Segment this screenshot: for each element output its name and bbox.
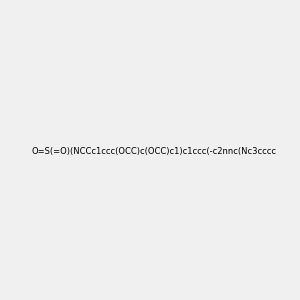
Text: O=S(=O)(NCCc1ccc(OCC)c(OCC)c1)c1ccc(-c2nnc(Nc3cccc: O=S(=O)(NCCc1ccc(OCC)c(OCC)c1)c1ccc(-c2n… (31, 147, 276, 156)
